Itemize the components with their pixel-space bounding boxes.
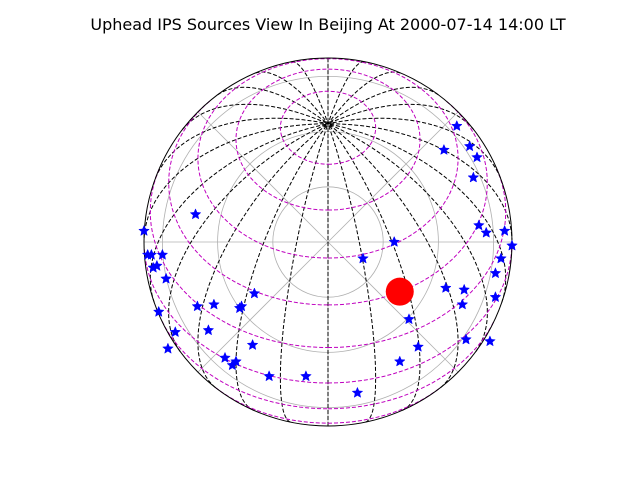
source-star-marker <box>471 151 483 163</box>
source-star-marker <box>160 272 172 284</box>
source-star-marker <box>152 305 165 317</box>
source-star-marker <box>191 300 204 312</box>
source-star-marker <box>208 298 220 310</box>
meridian-60 <box>327 123 488 352</box>
meridian-105 <box>327 117 501 179</box>
source-star-marker <box>412 340 425 352</box>
parallel-60 <box>235 68 421 211</box>
meridian-15 <box>327 123 377 423</box>
source-star-marker <box>460 333 472 345</box>
source-star-marker <box>463 140 476 152</box>
parallel-75 <box>279 90 377 165</box>
meridian-45 <box>327 123 459 388</box>
parallel--15 <box>161 321 495 410</box>
azimuth-spoke-135 <box>197 111 329 243</box>
source-star-marker <box>351 386 364 398</box>
coordinate-grid <box>143 58 513 426</box>
source-star-marker <box>489 291 502 303</box>
source-star-marker <box>248 287 261 299</box>
sun-marker <box>385 277 414 306</box>
azimuth-spoke-45 <box>327 111 459 243</box>
source-star-marker <box>456 298 469 310</box>
chart-title: Uphead IPS Sources View In Beijing At 20… <box>90 15 565 34</box>
meridian-225 <box>217 86 329 125</box>
meridian-345 <box>279 123 329 423</box>
source-star-marker <box>388 235 401 247</box>
source-star-marker <box>472 219 485 231</box>
source-star-marker <box>138 224 150 236</box>
source-star-marker <box>506 239 518 251</box>
source-star-marker <box>489 267 502 279</box>
source-star-marker <box>147 261 160 273</box>
source-star-marker <box>246 338 259 351</box>
parallel-0 <box>143 241 513 384</box>
meridian-165 <box>327 61 365 124</box>
source-star-marker <box>300 370 312 382</box>
meridian-210 <box>255 71 329 125</box>
source-star-marker <box>169 326 182 338</box>
source-star-marker <box>438 143 450 155</box>
source-star-marker <box>467 171 480 183</box>
source-star-marker <box>495 252 507 264</box>
source-star-marker <box>162 342 174 354</box>
source-star-marker <box>189 208 202 220</box>
parallel-45 <box>197 58 459 259</box>
meridian-300 <box>168 123 329 352</box>
meridian-255 <box>155 117 329 179</box>
meridian-270 <box>143 123 329 238</box>
meridian-150 <box>327 71 401 125</box>
source-star-marker <box>202 324 215 336</box>
source-star-marker <box>403 313 415 325</box>
source-star-marker <box>219 351 231 363</box>
source-star-marker <box>156 248 169 260</box>
source-star-marker <box>480 226 493 238</box>
source-star-marker <box>484 335 496 347</box>
source-star-marker <box>235 300 248 312</box>
meridian-240 <box>182 103 329 130</box>
source-star-marker <box>357 252 369 264</box>
azimuth-spoke-225 <box>197 241 329 373</box>
meridian-135 <box>327 86 439 125</box>
source-star-marker <box>439 281 452 293</box>
meridian-315 <box>197 123 329 388</box>
source-star-marker <box>226 359 239 371</box>
source-star-marker <box>393 355 406 367</box>
meridian-195 <box>291 61 329 124</box>
source-star-marker <box>498 224 511 236</box>
azimuth-spoke-315 <box>327 241 459 373</box>
source-star-marker <box>263 370 276 382</box>
source-star-marker <box>450 119 463 132</box>
source-star-marker <box>141 248 154 260</box>
meridian-285 <box>149 123 329 303</box>
parallel-15 <box>149 169 507 348</box>
source-markers <box>138 119 518 398</box>
meridian-120 <box>327 103 474 130</box>
meridian-75 <box>327 123 507 303</box>
source-star-marker <box>458 283 471 295</box>
